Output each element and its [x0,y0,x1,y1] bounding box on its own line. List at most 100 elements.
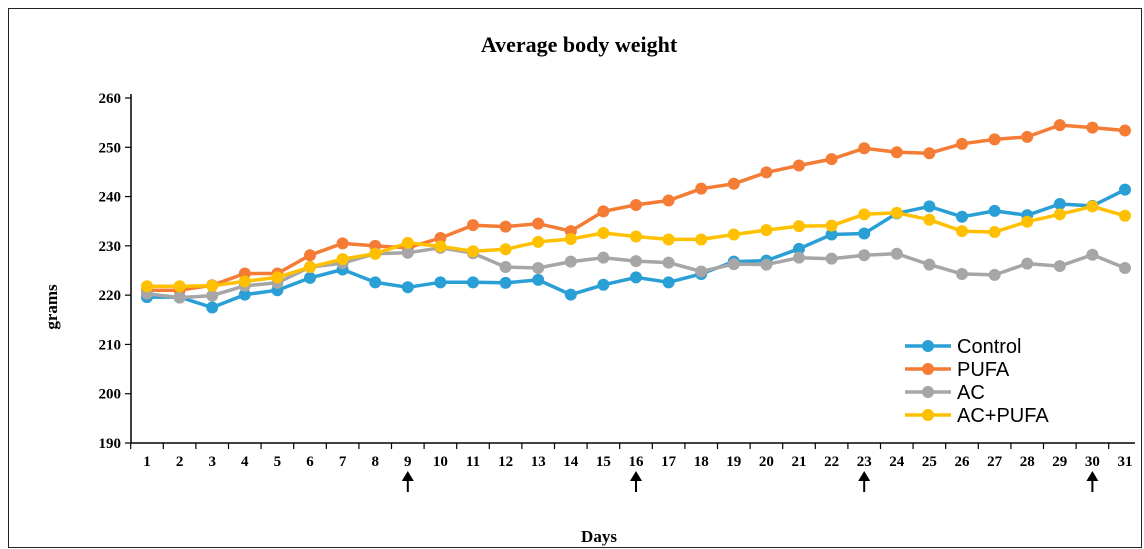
data-point [988,204,1001,217]
data-point [662,194,675,207]
arrow-day-16 [630,471,642,492]
data-point [206,289,219,302]
data-point [532,262,545,275]
y-tick-label: 260 [99,91,122,107]
data-point [304,261,316,274]
legend-marker [922,340,934,352]
legend-item: AC+PUFA [905,405,1049,427]
data-point [434,240,447,253]
data-point [988,268,1001,281]
data-point [499,276,512,289]
data-point [858,142,871,155]
data-point [1053,208,1066,221]
data-point [532,217,545,230]
series-pufa [141,119,1131,297]
data-point [597,251,610,264]
y-tick-label: 200 [99,387,122,403]
data-point [206,301,219,314]
data-point [173,280,186,293]
legend-item: AC [905,382,985,404]
data-point [304,249,316,262]
data-point [727,258,740,271]
data-point [271,271,284,284]
data-point [630,271,642,284]
y-tick-label: 240 [99,190,122,206]
data-point [630,198,642,211]
x-tick-label: 18 [694,454,709,470]
x-axis-label: Days [581,527,617,546]
data-point [825,228,838,241]
x-tick-label: 17 [661,454,677,470]
data-point [1021,215,1034,228]
data-point [467,219,479,232]
data-point [956,137,968,150]
legend-item: Control [905,336,1021,358]
data-point [662,276,675,289]
x-tick-label: 12 [498,454,513,470]
x-tick-label: 25 [922,454,937,470]
y-tick-label: 220 [99,288,122,304]
data-point [564,232,577,245]
arrow-head [858,471,871,481]
data-point [988,133,1001,146]
data-point [401,236,414,249]
data-point [206,279,219,292]
data-point [238,288,251,301]
x-tick-label: 26 [955,454,971,470]
arrow-head [630,471,642,481]
data-point [304,271,316,284]
data-point [923,213,936,226]
data-point [956,267,968,280]
x-tick-label: 10 [433,454,448,470]
x-tick-label: 14 [563,454,579,470]
data-point [1053,260,1066,273]
arrow-day-9 [401,471,414,492]
x-tick-label: 16 [629,454,645,470]
data-point [1021,130,1034,143]
x-tick-label: 11 [466,454,480,470]
legend-item: PUFA [905,359,1010,381]
legend-marker [922,386,934,398]
data-point [793,242,805,255]
data-point [336,237,349,250]
data-point [858,249,871,262]
x-tick-label: 3 [208,454,216,470]
arrow-head [1086,471,1099,481]
x-tick-label: 23 [857,454,872,470]
data-point [369,276,382,289]
x-tick-label: 2 [176,454,184,470]
data-point [760,258,773,271]
y-tick-label: 190 [99,436,122,452]
x-tick-label: 4 [241,454,249,470]
x-tick-label: 28 [1020,454,1035,470]
chart-frame: Average body weight grams Days 190 200 210… [8,8,1142,548]
data-point [336,253,349,266]
data-point [630,255,642,268]
data-point [662,256,675,269]
arrow-day-30 [1086,471,1099,492]
data-point [1021,257,1034,270]
data-point [597,227,610,240]
x-tick-label: 13 [531,454,546,470]
data-point [1119,262,1131,275]
line-chart: Average body weight grams Days 190200210… [42,32,1135,546]
x-tick-label: 21 [792,454,807,470]
data-point [793,159,805,172]
y-tick-label: 230 [99,239,122,255]
data-point [564,288,577,301]
data-point [858,227,871,240]
x-tick-label: 30 [1085,454,1100,470]
series-layer [141,119,1131,314]
legend-label: AC [957,382,985,404]
data-point [858,208,871,221]
data-point [597,205,610,218]
x-tick-label: 15 [596,454,611,470]
x-tick-label: 24 [889,454,905,470]
data-point [760,224,773,237]
data-point [1053,119,1066,132]
data-point [695,182,708,195]
x-tick-label: 5 [274,454,282,470]
data-point [1119,183,1131,196]
x-tick-label: 31 [1118,454,1133,470]
